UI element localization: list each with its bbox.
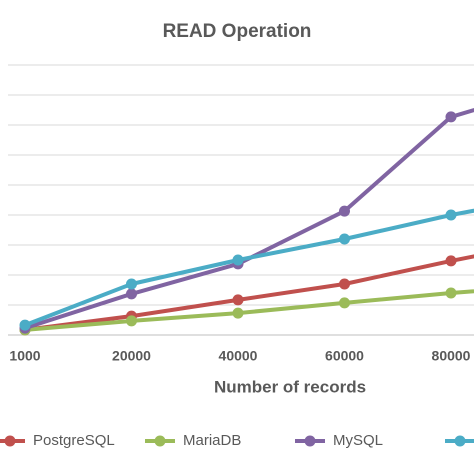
legend-marker <box>454 435 466 447</box>
line-series <box>24 107 474 331</box>
legend-label: MariaDB <box>183 432 241 449</box>
x-tick-label: 20000 <box>112 348 151 364</box>
data-point <box>19 319 31 331</box>
chart-title: READ Operation <box>163 21 312 42</box>
legend-label: MySQL <box>333 432 383 449</box>
data-point <box>339 205 350 217</box>
data-point <box>232 307 244 319</box>
plot-area: 1000 20000 40000 60000 80000 PostgreSQL MariaD… <box>0 64 474 449</box>
line-series <box>24 208 474 327</box>
legend-marker <box>154 435 166 447</box>
line-series <box>24 289 474 332</box>
data-point <box>339 278 350 290</box>
data-point <box>126 315 137 327</box>
x-tick-label: 80000 <box>432 348 471 364</box>
data-point <box>445 287 457 299</box>
data-point <box>445 111 457 123</box>
x-tick-label: 40000 <box>219 348 258 364</box>
data-point <box>445 209 457 221</box>
x-tick-label: 60000 <box>325 348 364 364</box>
data-point <box>445 255 457 267</box>
line-series <box>24 254 474 332</box>
legend-label: PostgreSQL <box>33 432 115 449</box>
data-point <box>339 297 350 309</box>
x-axis-label: Number of records <box>214 377 366 396</box>
data-point <box>339 233 350 245</box>
x-tick-label: 1000 <box>9 348 40 364</box>
legend-marker <box>304 435 316 447</box>
legend-marker <box>4 435 16 447</box>
data-point <box>232 294 244 306</box>
data-point <box>232 254 244 266</box>
data-point <box>126 288 137 300</box>
data-point <box>126 278 137 290</box>
